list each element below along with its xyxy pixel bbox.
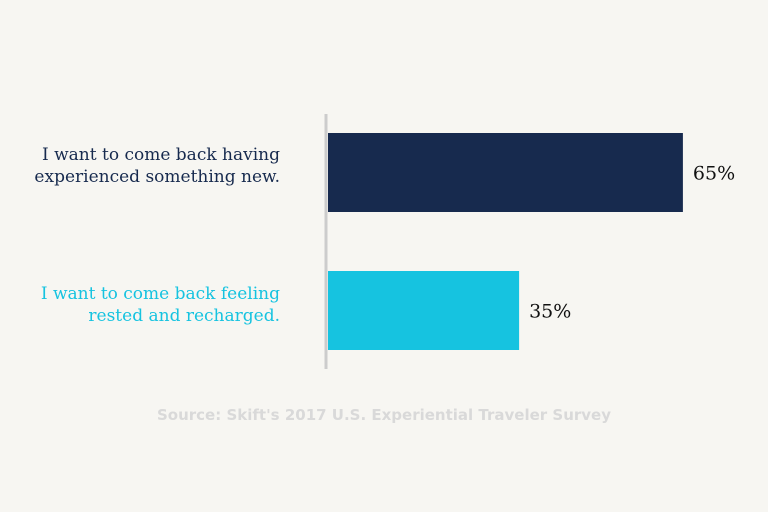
- value-label-0: 65%: [693, 163, 735, 185]
- category-label-new-experience: I want to come back having experienced s…: [34, 145, 280, 187]
- bar-0: [328, 133, 683, 212]
- source-note: Source: Skift's 2017 U.S. Experiential T…: [156, 406, 612, 424]
- value-label-1: 35%: [529, 301, 571, 323]
- category-label-rested: I want to come back feeling rested and r…: [40, 284, 280, 326]
- bar-1: [328, 271, 520, 350]
